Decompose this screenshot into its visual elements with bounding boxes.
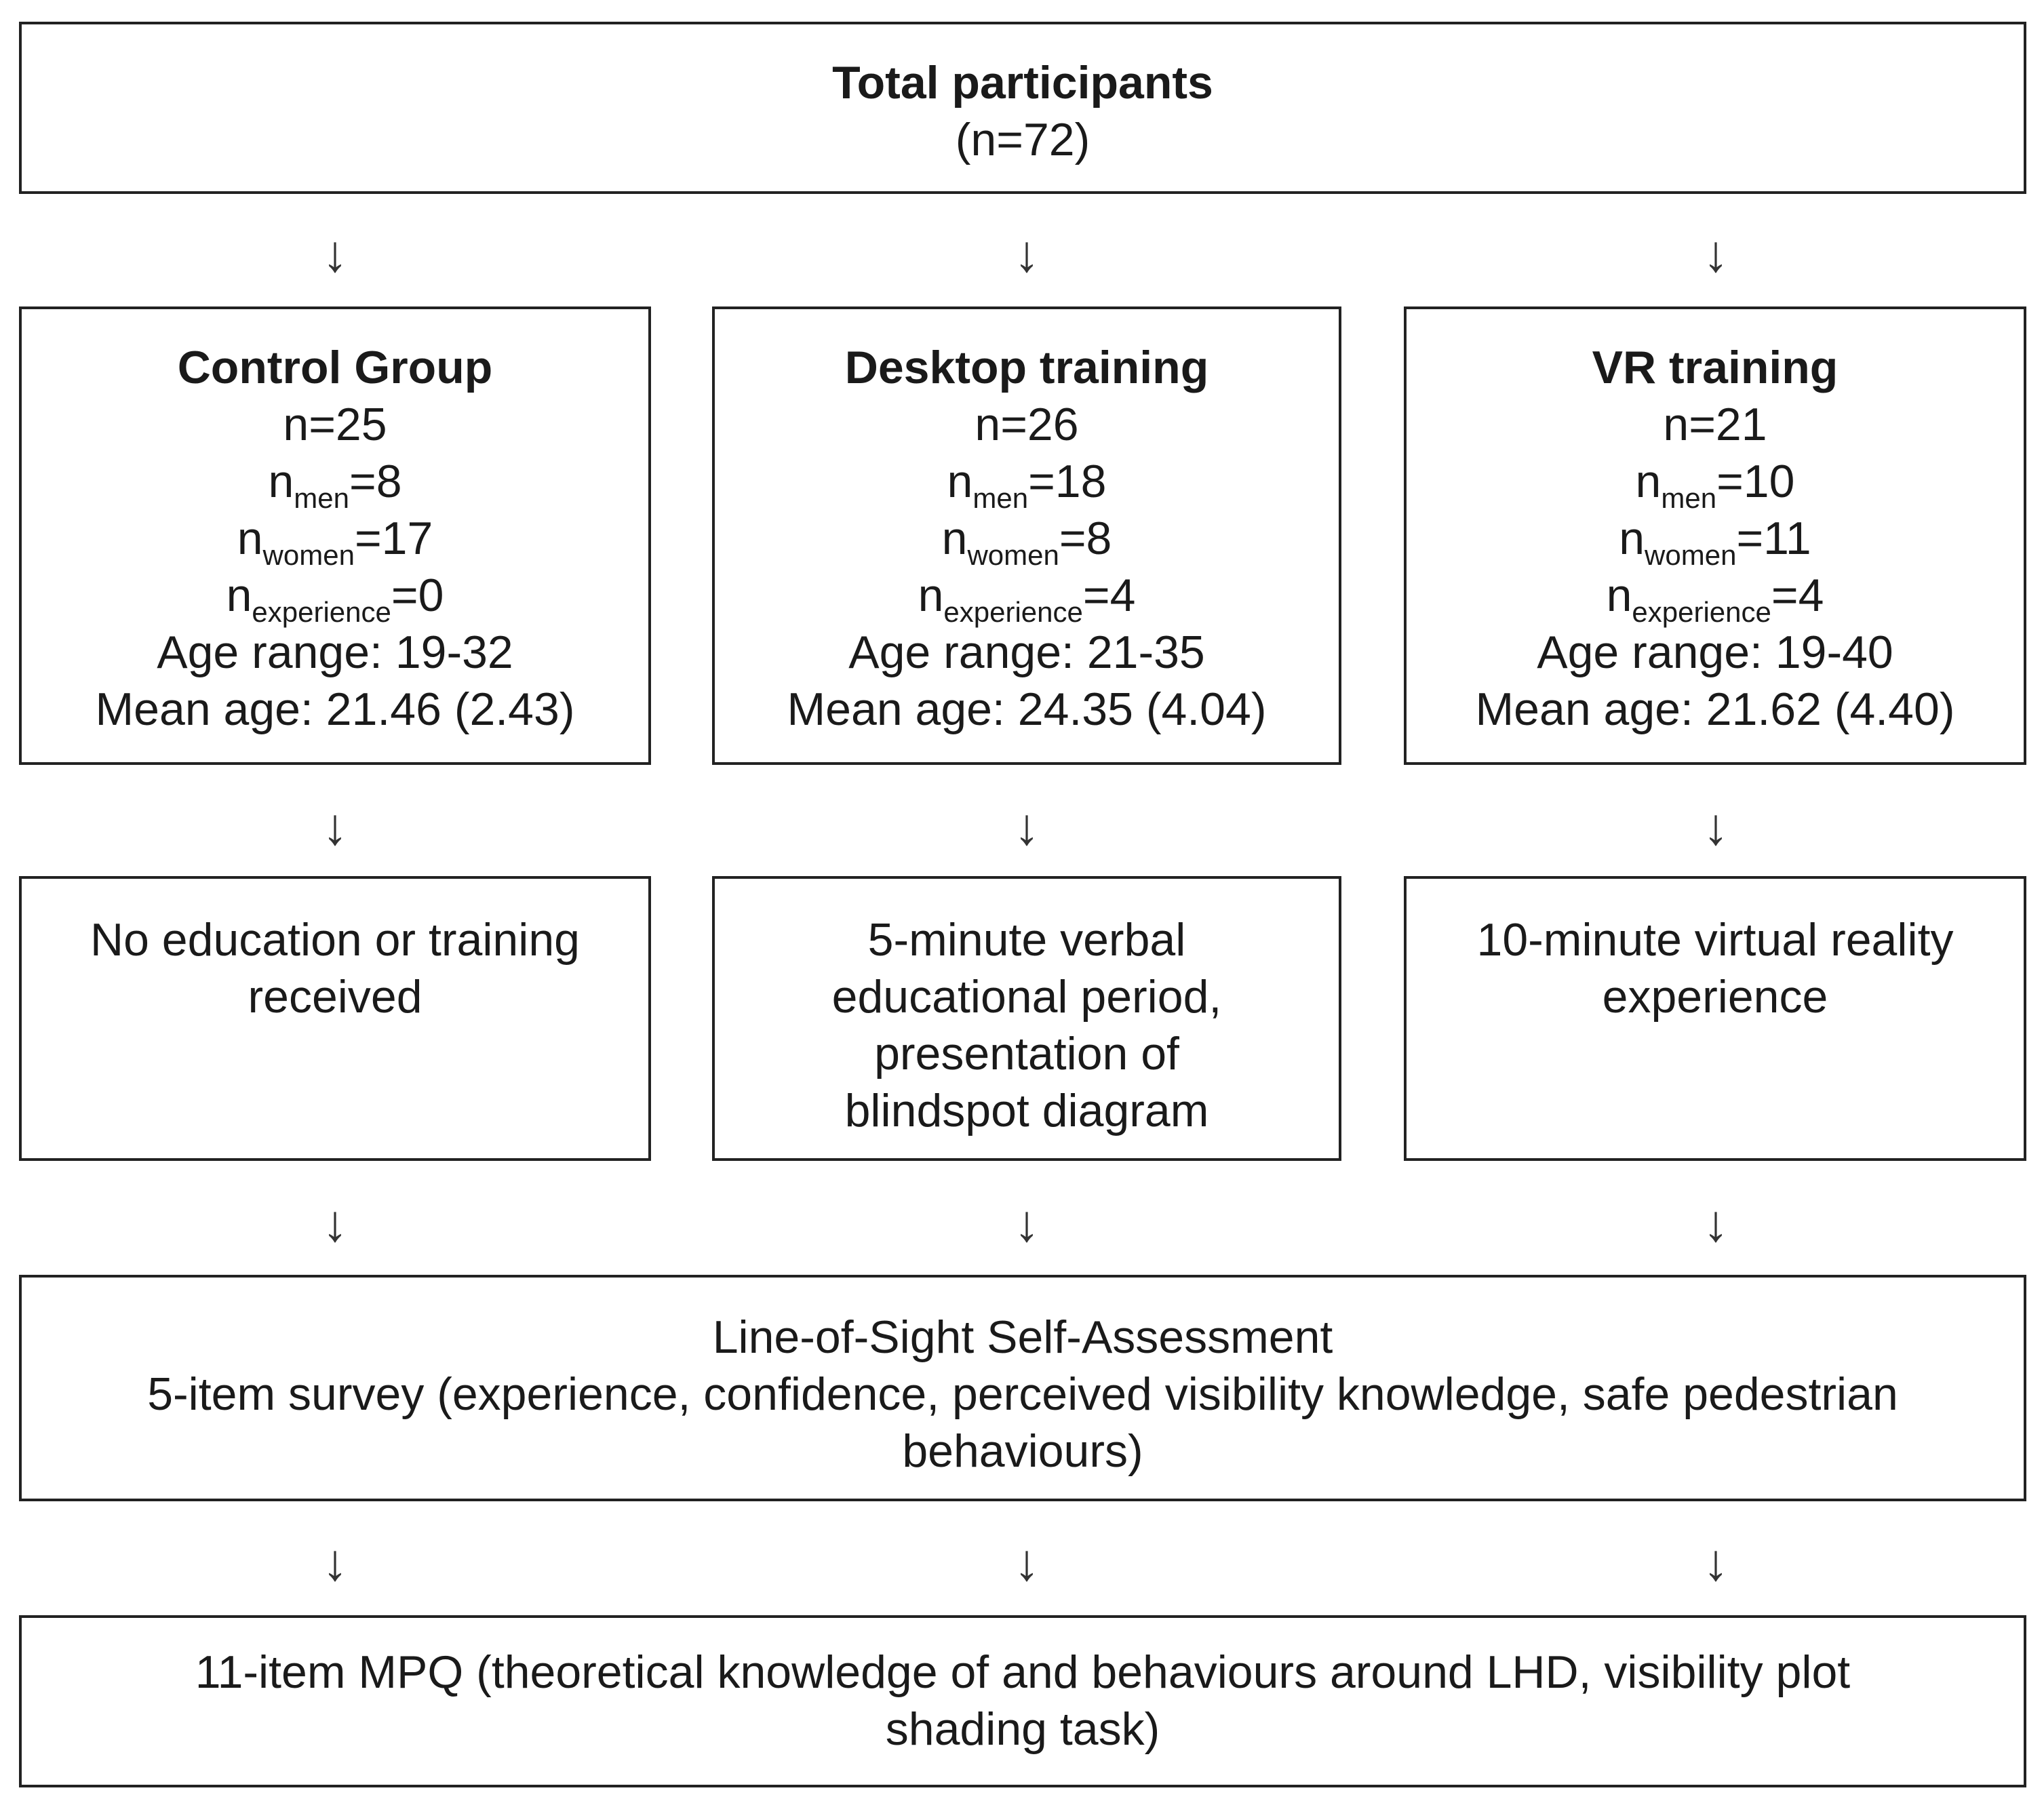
group-n-experience: nexperience=4 xyxy=(918,570,1136,628)
control-group-box: Control Group n=25 nmen=8 nwomen=17 nexp… xyxy=(19,306,651,765)
desktop-task-box: 5-minute verbal educational period, pres… xyxy=(712,876,1341,1161)
total-participants-box: Total participants (n=72) xyxy=(19,22,2026,194)
survey-title: Line-of-Sight Self-Assessment xyxy=(712,1311,1333,1363)
group-age-range: Age range: 19-40 xyxy=(1537,627,1893,678)
arrow-down-icon: ↓ xyxy=(1014,1534,1040,1591)
group-mean-age: Mean age: 21.46 (2.43) xyxy=(95,684,575,735)
group-n-women: nwomen=8 xyxy=(941,513,1112,571)
arrow-down-icon: ↓ xyxy=(322,225,348,283)
group-n-women: nwomen=11 xyxy=(1619,513,1811,571)
survey-line: behaviours) xyxy=(902,1425,1143,1477)
task-line: experience xyxy=(1602,971,1828,1023)
arrow-down-icon: ↓ xyxy=(1703,798,1729,856)
arrow-down-icon: ↓ xyxy=(322,798,348,856)
control-task-box: No education or training received xyxy=(19,876,651,1161)
total-participants-title: Total participants xyxy=(832,57,1213,108)
group-age-range: Age range: 19-32 xyxy=(157,627,513,678)
mpq-line: shading task) xyxy=(885,1703,1160,1755)
task-line: blindspot diagram xyxy=(844,1085,1209,1136)
group-n-men: nmen=10 xyxy=(1635,456,1795,514)
group-title: Control Group xyxy=(177,342,493,393)
arrow-down-icon: ↓ xyxy=(322,1195,348,1252)
arrow-down-icon: ↓ xyxy=(1014,798,1040,856)
arrow-down-icon: ↓ xyxy=(1703,1534,1729,1591)
survey-line: 5-item survey (experience, confidence, p… xyxy=(147,1368,1898,1420)
group-n-experience: nexperience=4 xyxy=(1606,570,1824,628)
task-line: 10-minute virtual reality xyxy=(1476,914,1954,966)
group-n-women: nwomen=17 xyxy=(237,513,433,571)
total-participants-count: (n=72) xyxy=(955,114,1090,165)
mpq-line: 11-item MPQ (theoretical knowledge of an… xyxy=(195,1646,1851,1698)
group-n-experience: nexperience=0 xyxy=(226,570,444,628)
task-line: educational period, xyxy=(831,971,1222,1023)
group-n-men: nmen=8 xyxy=(268,456,402,514)
self-assessment-box: Line-of-Sight Self-Assessment 5-item sur… xyxy=(19,1275,2026,1501)
group-title: VR training xyxy=(1592,342,1839,393)
group-n-men: nmen=18 xyxy=(947,456,1107,514)
vr-task-box: 10-minute virtual reality experience xyxy=(1404,876,2026,1161)
arrow-down-icon: ↓ xyxy=(1703,225,1729,283)
group-n: n=26 xyxy=(975,399,1079,450)
vr-training-box: VR training n=21 nmen=10 nwomen=11 nexpe… xyxy=(1404,306,2026,765)
arrow-down-icon: ↓ xyxy=(322,1534,348,1591)
group-title: Desktop training xyxy=(844,342,1209,393)
mpq-box: 11-item MPQ (theoretical knowledge of an… xyxy=(19,1615,2026,1787)
group-mean-age: Mean age: 24.35 (4.04) xyxy=(787,684,1267,735)
group-age-range: Age range: 21-35 xyxy=(848,627,1205,678)
arrow-down-icon: ↓ xyxy=(1703,1195,1729,1252)
arrow-down-icon: ↓ xyxy=(1014,1195,1040,1252)
group-mean-age: Mean age: 21.62 (4.40) xyxy=(1475,684,1955,735)
arrow-down-icon: ↓ xyxy=(1014,225,1040,283)
group-n: n=21 xyxy=(1663,399,1767,450)
group-n: n=25 xyxy=(283,399,387,450)
task-line: No education or training xyxy=(90,914,580,966)
desktop-training-box: Desktop training n=26 nmen=18 nwomen=8 n… xyxy=(712,306,1341,765)
task-line: received xyxy=(248,971,422,1023)
task-line: presentation of xyxy=(874,1028,1179,1080)
task-line: 5-minute verbal xyxy=(867,914,1186,966)
